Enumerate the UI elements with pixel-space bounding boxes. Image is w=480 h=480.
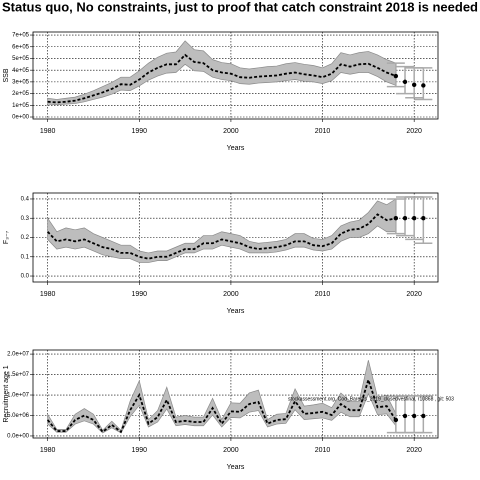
y-tick-label: 0.2: [21, 235, 30, 241]
y-tick-label: 3e+05: [12, 79, 30, 85]
projection-point: [393, 73, 399, 79]
plot-frame: [32, 31, 439, 120]
y-tick-label: 7e+05: [12, 33, 30, 39]
projection-point: [411, 413, 417, 419]
y-tick-label: 1e+05: [12, 103, 30, 109]
y-tick-label: 0.0: [21, 274, 30, 280]
estimate-line: [46, 376, 397, 434]
y-tick-label: 0.3: [21, 216, 30, 222]
x-tick-label: 2000: [223, 291, 239, 298]
y-tick-label: 0.4: [21, 197, 30, 203]
x-tick-label: 2020: [406, 291, 422, 298]
plot-frame: [32, 349, 439, 439]
projection-point: [393, 216, 399, 221]
y-tick-label: 1.0e+07: [7, 393, 30, 399]
x-tick-label: 2020: [406, 128, 422, 135]
y-tick-label: 5e+05: [12, 56, 30, 62]
x-tick-label: 1990: [132, 128, 148, 135]
y-tick-label: 2e+05: [12, 91, 30, 97]
projection-point: [393, 417, 399, 423]
projection-point: [421, 216, 426, 221]
x-axis-label: Years: [227, 308, 245, 315]
x-tick-label: 1980: [40, 291, 56, 298]
y-tick-label: 0.0e+00: [7, 434, 30, 440]
chart-title: Status quo, No constraints, just to proo…: [2, 0, 478, 14]
y-axis-label: SSB: [3, 68, 10, 82]
projection-point: [411, 216, 417, 221]
x-tick-label: 1990: [132, 291, 148, 298]
y-tick-label: 2.0e+07: [7, 352, 30, 358]
x-tick-label: 1980: [40, 128, 56, 135]
estimate-line: [47, 53, 397, 104]
projection-point: [402, 216, 408, 221]
plot-frame: [32, 192, 439, 283]
annotation: stockassessment.org, Cod_Barents_2019_cl…: [288, 396, 454, 402]
y-axis-label: F₃₋₇: [3, 230, 10, 244]
projection-point: [402, 79, 408, 85]
x-tick-label: 2000: [223, 128, 239, 135]
y-tick-label: 6e+05: [12, 44, 30, 50]
confidence-band: [47, 198, 397, 263]
x-tick-label: 1980: [40, 447, 56, 454]
y-tick-label: 0e+00: [12, 115, 30, 121]
y-axis-label: Recruitment age 1: [3, 365, 10, 422]
x-tick-label: 2000: [223, 447, 239, 454]
projection-point: [402, 413, 408, 419]
x-tick-label: 2010: [315, 447, 331, 454]
y-tick-label: 4e+05: [12, 68, 30, 74]
x-axis-label: Years: [227, 145, 245, 152]
projection-point: [421, 413, 426, 419]
y-tick-label: 5.0e+06: [7, 413, 30, 419]
projection-point: [421, 83, 426, 88]
x-tick-label: 2020: [406, 447, 422, 454]
x-axis-label: Years: [227, 464, 245, 471]
y-tick-label: 0.1: [21, 254, 30, 260]
projection-point: [411, 82, 417, 88]
x-tick-label: 1990: [132, 447, 148, 454]
x-tick-label: 2010: [315, 291, 331, 298]
estimate-line: [47, 213, 397, 260]
x-tick-label: 2010: [315, 128, 331, 135]
y-tick-label: 1.5e+07: [7, 372, 30, 378]
